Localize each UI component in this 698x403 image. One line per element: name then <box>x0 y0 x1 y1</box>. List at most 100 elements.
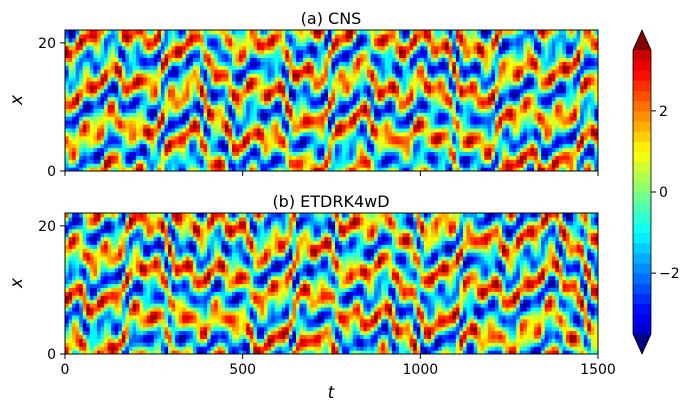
heatmap-cell <box>303 69 308 74</box>
heatmap-cell <box>86 147 91 153</box>
heatmap-cell <box>541 80 546 86</box>
heatmap-cell <box>352 120 357 125</box>
heatmap-cell <box>352 61 357 66</box>
heatmap-cell <box>477 61 482 66</box>
heatmap-cell <box>317 88 322 94</box>
heatmap-cell <box>178 96 183 102</box>
heatmap-cell <box>491 108 496 113</box>
heatmap-cell <box>470 92 475 98</box>
heatmap-cell <box>192 131 198 137</box>
heatmap-cell <box>310 127 315 133</box>
heatmap-cell <box>491 131 496 137</box>
heatmap-cell <box>338 53 343 59</box>
heatmap-cell <box>516 69 521 74</box>
heatmap-cell <box>281 57 286 62</box>
heatmap-cell <box>420 57 425 62</box>
heatmap-cell <box>249 116 254 121</box>
heatmap-cell <box>317 84 322 90</box>
heatmap-cell <box>466 65 471 70</box>
heatmap-cell <box>139 80 144 86</box>
heatmap-cell <box>150 37 155 43</box>
heatmap-cell <box>139 131 144 137</box>
heatmap-cell <box>384 131 389 137</box>
heatmap-cell <box>303 33 308 39</box>
heatmap-cell <box>402 151 407 156</box>
heatmap-cell <box>171 80 176 86</box>
heatmap-cell <box>541 96 546 102</box>
heatmap-cell <box>136 88 141 94</box>
heatmap-cell <box>420 131 425 137</box>
heatmap-cell <box>153 112 158 117</box>
heatmap-cell <box>200 80 205 86</box>
heatmap-cell <box>221 69 226 74</box>
heatmap-cell <box>281 84 286 90</box>
heatmap-cell <box>89 131 95 137</box>
heatmap-cell <box>271 159 276 164</box>
heatmap-cell <box>68 167 73 171</box>
heatmap-cell <box>530 84 535 90</box>
heatmap-cell <box>303 120 308 125</box>
heatmap-cell <box>519 112 524 117</box>
heatmap-cell <box>118 69 123 74</box>
heatmap-cell <box>448 73 453 78</box>
heatmap-cell <box>299 65 304 70</box>
heatmap-cell <box>256 84 262 90</box>
heatmap-cell <box>416 45 421 51</box>
heatmap-cell <box>551 61 556 66</box>
heatmap-cell <box>253 96 258 102</box>
heatmap-cell <box>331 116 336 121</box>
heatmap-cell <box>445 116 450 121</box>
heatmap-cell <box>356 69 361 74</box>
heatmap-cell <box>352 104 357 109</box>
heatmap-cell <box>516 143 521 149</box>
heatmap-cell <box>342 65 347 70</box>
heatmap-cell <box>399 151 404 156</box>
heatmap-cell <box>427 84 432 90</box>
heatmap-cell <box>459 108 464 113</box>
heatmap-cell <box>256 108 262 113</box>
heatmap-cell <box>534 53 539 59</box>
heatmap-cell <box>178 131 183 137</box>
heatmap-cell <box>160 116 166 121</box>
heatmap-cell <box>86 127 91 133</box>
heatmap-cell <box>342 77 347 82</box>
heatmap-cell <box>153 159 158 164</box>
heatmap-cell <box>455 167 461 171</box>
heatmap-cell <box>185 147 190 153</box>
heatmap-cell <box>452 57 457 62</box>
heatmap-cell <box>143 159 148 164</box>
heatmap-cell <box>441 92 446 98</box>
heatmap-cell <box>477 163 482 168</box>
heatmap-cell <box>242 155 247 160</box>
heatmap-cell <box>232 57 237 62</box>
heatmap-cell <box>178 92 183 98</box>
heatmap-cell <box>473 69 478 74</box>
heatmap-cell <box>72 135 77 141</box>
heatmap-cell <box>377 69 382 74</box>
heatmap-cell <box>555 69 560 74</box>
heatmap-cell <box>534 167 539 171</box>
heatmap-cell <box>278 65 283 70</box>
heatmap-cell <box>256 135 262 141</box>
heatmap-cell <box>221 155 226 160</box>
heatmap-cell <box>157 41 162 47</box>
heatmap-cell <box>434 139 439 145</box>
heatmap-cell <box>391 147 397 153</box>
heatmap-cell <box>125 120 130 125</box>
heatmap-cell <box>192 80 198 86</box>
heatmap-cell <box>388 147 393 153</box>
heatmap-cell <box>100 96 105 102</box>
heatmap-cell <box>388 57 393 62</box>
heatmap-cell <box>406 61 411 66</box>
heatmap-cell <box>541 92 546 98</box>
heatmap-cell <box>338 139 343 145</box>
heatmap-cell <box>263 120 269 125</box>
heatmap-cell <box>104 33 109 39</box>
heatmap-cell <box>384 143 389 149</box>
heatmap-cell <box>246 41 251 47</box>
heatmap-cell <box>267 88 272 94</box>
heatmap-cell <box>121 69 126 74</box>
heatmap-cell <box>359 41 365 47</box>
heatmap-cell <box>299 163 304 168</box>
heatmap-cell <box>313 116 318 121</box>
